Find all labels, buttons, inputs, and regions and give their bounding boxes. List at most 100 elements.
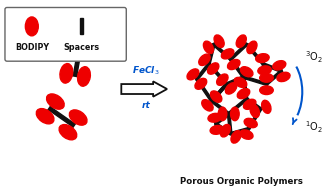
Ellipse shape [234,77,247,88]
Ellipse shape [231,107,239,121]
Ellipse shape [82,39,95,59]
Polygon shape [224,82,229,86]
Polygon shape [208,63,228,85]
Ellipse shape [260,86,273,94]
Ellipse shape [59,125,77,140]
Polygon shape [195,77,199,82]
Ellipse shape [218,107,227,121]
Text: $^3$O$_2$: $^3$O$_2$ [305,49,323,65]
Ellipse shape [187,69,199,80]
Ellipse shape [217,74,228,85]
Ellipse shape [240,67,253,77]
Polygon shape [211,83,228,102]
Text: rt: rt [142,101,150,110]
Polygon shape [245,96,249,101]
Ellipse shape [244,118,257,128]
Ellipse shape [202,100,213,111]
Polygon shape [230,43,248,60]
Ellipse shape [262,100,271,113]
Ellipse shape [214,35,224,47]
Ellipse shape [243,99,256,109]
Text: FeCl$_3$: FeCl$_3$ [132,65,160,77]
Polygon shape [228,98,248,115]
Polygon shape [215,121,217,126]
Polygon shape [209,99,214,103]
Polygon shape [215,113,230,125]
Ellipse shape [250,105,259,118]
Text: BODIPY: BODIPY [15,43,49,52]
Polygon shape [280,68,283,74]
Ellipse shape [256,54,269,63]
Ellipse shape [36,109,54,124]
Ellipse shape [260,74,273,82]
Ellipse shape [236,35,246,47]
Ellipse shape [240,130,253,139]
Ellipse shape [208,113,221,122]
Polygon shape [246,98,261,110]
Polygon shape [244,42,249,46]
Ellipse shape [208,63,219,74]
Ellipse shape [231,131,241,143]
Ellipse shape [277,72,290,82]
Ellipse shape [220,124,231,137]
Ellipse shape [273,61,286,70]
Polygon shape [258,107,263,111]
FancyBboxPatch shape [5,8,126,61]
Polygon shape [49,108,74,126]
Ellipse shape [258,66,271,75]
Ellipse shape [60,64,73,83]
Ellipse shape [26,17,38,36]
Ellipse shape [195,78,207,89]
Ellipse shape [199,54,210,66]
Polygon shape [242,77,248,99]
Polygon shape [243,76,267,85]
Ellipse shape [69,110,87,125]
Polygon shape [74,47,82,75]
Polygon shape [196,78,213,102]
Polygon shape [211,42,216,46]
Polygon shape [230,58,245,78]
Polygon shape [230,128,249,135]
Ellipse shape [65,36,77,56]
Polygon shape [213,43,232,60]
Polygon shape [266,70,282,85]
Text: $^1$O$_2$: $^1$O$_2$ [305,119,323,135]
Polygon shape [242,74,246,80]
Polygon shape [196,63,210,80]
Polygon shape [263,63,282,72]
Ellipse shape [221,49,234,59]
Polygon shape [262,62,265,67]
Polygon shape [71,73,79,77]
Polygon shape [247,126,250,131]
Polygon shape [215,123,232,135]
Polygon shape [262,64,268,84]
Ellipse shape [210,125,224,134]
Polygon shape [248,108,262,129]
Ellipse shape [225,83,237,94]
Ellipse shape [46,94,64,109]
Polygon shape [208,44,215,64]
Polygon shape [226,113,231,115]
Text: Spacers: Spacers [63,43,100,52]
Ellipse shape [77,67,90,86]
Polygon shape [228,132,233,136]
Text: Porous Organic Polymers: Porous Organic Polymers [180,177,303,187]
Polygon shape [228,114,232,134]
Polygon shape [76,46,84,50]
Polygon shape [47,105,53,113]
Polygon shape [226,76,244,85]
Polygon shape [121,81,167,97]
Polygon shape [70,121,76,129]
Polygon shape [229,57,233,62]
Polygon shape [211,100,230,115]
Polygon shape [80,19,83,34]
Polygon shape [211,83,228,102]
Polygon shape [266,82,267,87]
Ellipse shape [211,91,222,102]
Polygon shape [206,62,211,67]
Ellipse shape [237,89,250,99]
Polygon shape [246,43,265,65]
Ellipse shape [203,41,214,54]
Ellipse shape [228,60,240,70]
Ellipse shape [247,41,257,54]
